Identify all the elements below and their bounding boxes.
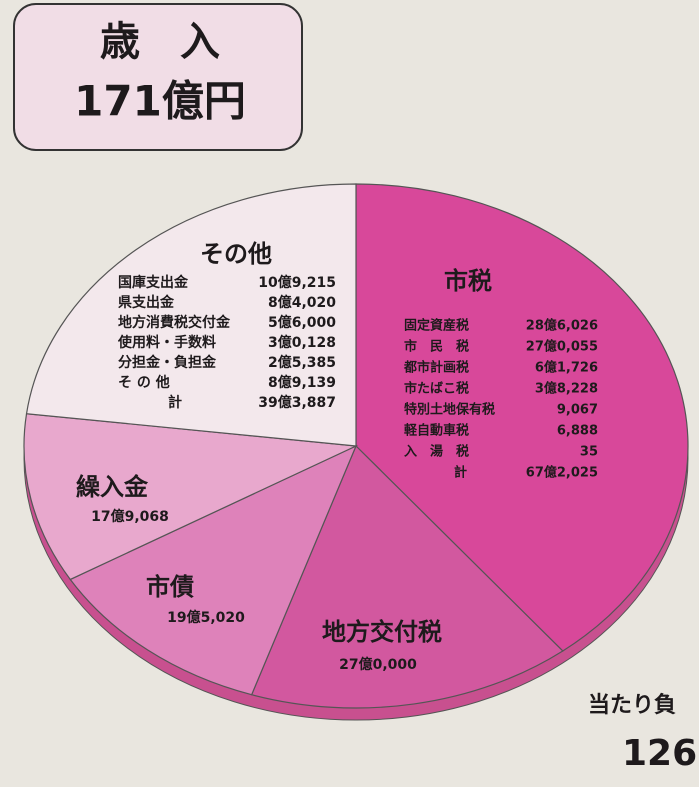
breakdown-name: 市たばこ税 xyxy=(404,381,469,397)
breakdown-amount: 39億3,887 xyxy=(258,394,336,411)
slice-label: 市税 xyxy=(444,267,492,295)
breakdown-amount: 8億4,020 xyxy=(268,294,336,311)
breakdown-amount: 8億9,139 xyxy=(268,374,336,391)
value-label: 17億9,068 xyxy=(91,508,169,525)
breakdown-amount: 67億2,025 xyxy=(526,465,598,481)
breakdown-name: 特別土地保有税 xyxy=(404,402,495,418)
breakdown-name: そ の 他 xyxy=(118,374,170,391)
value-label: 19億5,020 xyxy=(167,609,245,626)
breakdown-amount: 10億9,215 xyxy=(258,274,336,291)
footer-number: 126 xyxy=(622,733,697,774)
breakdown-amount: 35 xyxy=(580,445,598,460)
breakdown-name: 市 民 税 xyxy=(404,339,469,355)
slice-label: 市債 xyxy=(146,573,194,601)
breakdown-name: 入 湯 税 xyxy=(404,444,469,460)
slice-label: 繰入金 xyxy=(76,473,149,501)
breakdown-name: 国庫支出金 xyxy=(118,274,189,291)
breakdown-name: 分担金・負担金 xyxy=(118,354,217,371)
breakdown-amount: 27億0,055 xyxy=(526,339,598,355)
page: 歳 入 171億円 市税固定資産税 28億6,026 市 民 税 27億0,055 都市… xyxy=(0,0,699,787)
breakdown-amount: 6億1,726 xyxy=(535,360,598,376)
breakdown-amount: 3億0,128 xyxy=(268,334,336,351)
footer-text: 当たり負 xyxy=(588,692,676,718)
breakdown-name: 都市計画税 xyxy=(403,360,469,376)
breakdown-amount: 6,888 xyxy=(557,424,598,439)
breakdown-amount: 28億6,026 xyxy=(526,318,598,334)
breakdown-name: 計 xyxy=(454,465,467,481)
breakdown-name: 計 xyxy=(168,394,182,411)
breakdown-name: 県支出金 xyxy=(118,294,175,311)
breakdown-amount: 5億6,000 xyxy=(268,314,336,331)
breakdown-name: 地方消費税交付金 xyxy=(118,314,231,331)
slice-label: その他 xyxy=(200,240,272,268)
breakdown-amount: 2億5,385 xyxy=(268,354,336,371)
breakdown-name: 軽自動車税 xyxy=(404,423,469,439)
total: 171億円 xyxy=(74,77,246,126)
breakdown-name: 固定資産税 xyxy=(404,318,469,334)
breakdown-amount: 9,067 xyxy=(557,403,598,418)
slice-label: 地方交付税 xyxy=(322,618,442,646)
breakdown-amount: 3億8,228 xyxy=(535,381,598,397)
breakdown-name: 使用料・手数料 xyxy=(117,334,216,351)
value-label: 27億0,000 xyxy=(339,656,417,673)
title: 歳 入 xyxy=(100,19,220,65)
